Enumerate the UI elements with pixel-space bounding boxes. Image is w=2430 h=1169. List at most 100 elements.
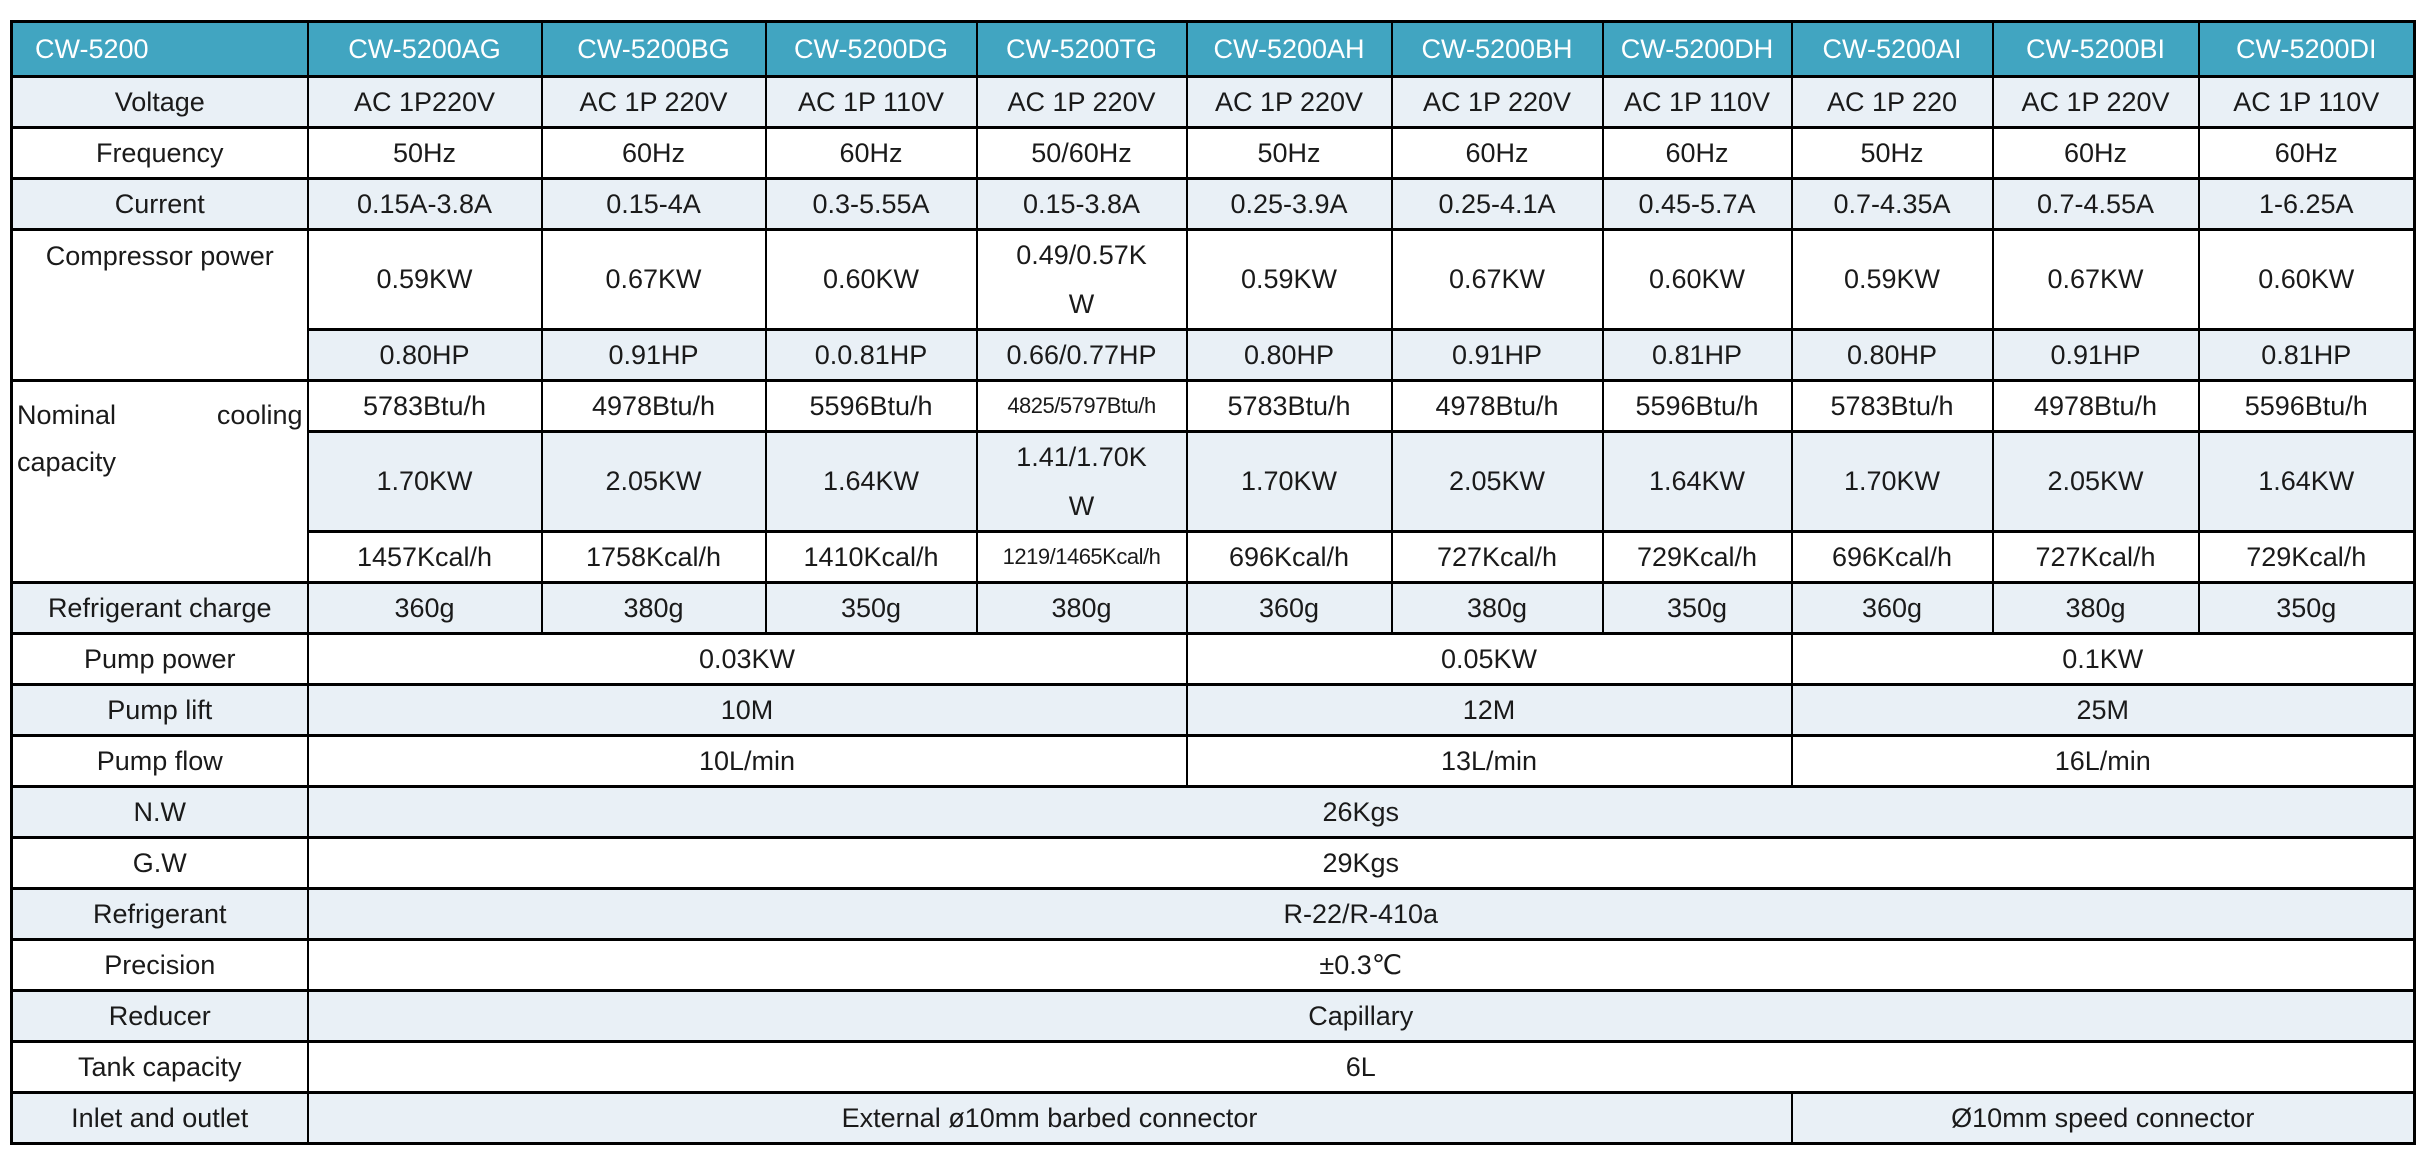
model-header-cell: CW-5200DG (764, 20, 978, 78)
cell-compressor-power-hp: 0.91HP (540, 328, 767, 383)
cell-current: 0.3-5.55A (764, 177, 978, 231)
cell-current: 0.7-4.35A (1790, 177, 1994, 231)
cell-current: 0.45-5.7A (1601, 177, 1793, 231)
cell-cooling-capacity-btu: 5596Btu/h (1601, 379, 1793, 434)
cell-refrigerant-charge: 350g (2197, 581, 2416, 636)
row-label-frequency: Frequency (10, 126, 309, 180)
cell-cooling-capacity-kw: 1.41/1.70K W (975, 430, 1188, 534)
cell-refrigerant-charge: 380g (1390, 581, 1604, 636)
cell-cooling-capacity-kcal: 729Kcal/h (2197, 530, 2416, 585)
row-label-precision: Precision (10, 938, 309, 993)
cell-cooling-capacity-btu: 5596Btu/h (764, 379, 978, 434)
cell-refrigerant-charge: 350g (764, 581, 978, 636)
cell-current: 0.25-4.1A (1390, 177, 1604, 231)
model-header-cell: CW-5200AG (306, 20, 543, 78)
cell-cooling-capacity-btu: 5596Btu/h (2197, 379, 2416, 434)
cell-cooling-capacity-btu: 5783Btu/h (306, 379, 543, 434)
cell-cooling-capacity-kw: 2.05KW (1390, 430, 1604, 534)
cell-cooling-capacity-kw: 1.64KW (1601, 430, 1793, 534)
cell-cooling-capacity-kcal: 1219/1465Kcal/h (975, 530, 1188, 585)
model-header-cell: CW-5200DH (1601, 20, 1793, 78)
table-header-row: CW-5200 CW-5200AG CW-5200BG CW-5200DG CW-520… (10, 20, 2416, 78)
table-row-reducer: Reducer Capillary (10, 989, 2416, 1044)
cell-cooling-capacity-kw: 2.05KW (1991, 430, 2200, 534)
cell-compressor-power-kw: 0.60KW (764, 227, 978, 332)
cell-cooling-capacity-btu: 5783Btu/h (1790, 379, 1994, 434)
row-label-pump-lift: Pump lift (10, 683, 309, 738)
cell-cooling-capacity-kcal: 1457Kcal/h (306, 530, 543, 585)
cell-compressor-power-kw: 0.60KW (2197, 227, 2416, 332)
cell-frequency: 60Hz (1991, 126, 2200, 180)
cell-cooling-capacity-kcal: 727Kcal/h (1390, 530, 1604, 585)
table-row-compressor-power-kw: Compressor power 0.59KW 0.67KW 0.60KW 0.49/0… (10, 227, 2416, 383)
table-row-cooling-capacity-btu: Nominal cooling capacity 5783Btu/h 4978Btu… (10, 379, 2416, 585)
cell-refrigerant-charge: 380g (1991, 581, 2200, 636)
cell-frequency: 60Hz (764, 126, 978, 180)
cell-compressor-power-hp: 0.80HP (1790, 328, 1994, 383)
cell-voltage: AC 1P 220V (1390, 75, 1604, 129)
cell-pump-flow: 10L/min (306, 734, 1188, 789)
row-label-net-weight: N.W (10, 785, 309, 840)
cell-compressor-power-hp: 0.66/0.77HP (975, 328, 1188, 383)
row-label-tank-capacity: Tank capacity (10, 1040, 309, 1095)
cell-cooling-capacity-kw: 1.64KW (764, 430, 978, 534)
cell-compressor-power-hp: 0.91HP (1991, 328, 2200, 383)
cell-cooling-capacity-btu: 5783Btu/h (1185, 379, 1393, 434)
cell-cooling-capacity-btu: 4978Btu/h (1991, 379, 2200, 434)
cell-refrigerant-charge: 360g (306, 581, 543, 636)
model-header-cell: CW-5200BG (540, 20, 767, 78)
row-label-refrigerant-charge: Refrigerant charge (10, 581, 309, 636)
cell-frequency: 60Hz (1601, 126, 1793, 180)
cell-pump-lift: 12M (1185, 683, 1793, 738)
cell-pump-flow: 16L/min (1790, 734, 2416, 789)
cell-compressor-power-kw: 0.67KW (1991, 227, 2200, 332)
model-header-cell: CW-5200DI (2197, 20, 2416, 78)
cell-current: 1-6.25A (2197, 177, 2416, 231)
cell-cooling-capacity-kcal: 696Kcal/h (1790, 530, 1994, 585)
cell-inlet-outlet: Ø10mm speed connector (1790, 1091, 2416, 1146)
cell-cooling-capacity-kcal: 1410Kcal/h (764, 530, 978, 585)
table-title-cell: CW-5200 (10, 20, 309, 78)
cell-current: 0.25-3.9A (1185, 177, 1393, 231)
table-row-frequency: Frequency 50Hz 60Hz 60Hz 50/60Hz 50Hz 60Hz 60Hz… (10, 126, 2416, 180)
table-row-gross-weight: G.W 29Kgs (10, 836, 2416, 891)
cell-pump-power: 0.03KW (306, 632, 1188, 687)
cell-cooling-capacity-btu: 4978Btu/h (540, 379, 767, 434)
cell-cooling-capacity-kcal: 729Kcal/h (1601, 530, 1793, 585)
cell-refrigerant: R-22/R-410a (306, 887, 2416, 942)
cell-compressor-power-kw: 0.59KW (1185, 227, 1393, 332)
cell-cooling-capacity-kcal: 696Kcal/h (1185, 530, 1393, 585)
cell-cooling-capacity-kcal: 727Kcal/h (1991, 530, 2200, 585)
cell-compressor-power-hp: 0.81HP (2197, 328, 2416, 383)
row-label-refrigerant: Refrigerant (10, 887, 309, 942)
table-row-pump-power: Pump power 0.03KW 0.05KW 0.1KW (10, 632, 2416, 687)
cell-voltage: AC 1P 220V (1185, 75, 1393, 129)
cell-cooling-capacity-kw: 2.05KW (540, 430, 767, 534)
table-row-pump-flow: Pump flow 10L/min 13L/min 16L/min (10, 734, 2416, 789)
model-header-cell: CW-5200BI (1991, 20, 2200, 78)
cell-voltage: AC 1P 220V (540, 75, 767, 129)
cell-voltage: AC 1P 220V (975, 75, 1188, 129)
cell-refrigerant-charge: 350g (1601, 581, 1793, 636)
row-label-compressor-power-kw: Compressor power (10, 227, 309, 383)
cell-compressor-power-kw: 0.49/0.57K W (975, 227, 1188, 332)
cell-cooling-capacity-kw: 1.64KW (2197, 430, 2416, 534)
cell-reducer: Capillary (306, 989, 2416, 1044)
cell-cooling-capacity-kcal: 1758Kcal/h (540, 530, 767, 585)
cell-cooling-capacity-kw: 1.70KW (306, 430, 543, 534)
cell-frequency: 50Hz (306, 126, 543, 180)
cell-compressor-power-kw: 0.67KW (540, 227, 767, 332)
row-label-voltage: Voltage (10, 75, 309, 129)
cell-compressor-power-hp: 0.0.81HP (764, 328, 978, 383)
cell-current: 0.15-3.8A (975, 177, 1188, 231)
cell-compressor-power-hp: 0.80HP (306, 328, 543, 383)
row-label-inlet-outlet: Inlet and outlet (10, 1091, 309, 1146)
cell-pump-lift: 10M (306, 683, 1188, 738)
cell-voltage: AC 1P 110V (2197, 75, 2416, 129)
table-row-compressor-power-hp: 0.80HP 0.91HP 0.0.81HP 0.66/0.77HP 0.80HP 0.9… (12, 328, 2416, 383)
table-row-voltage: Voltage AC 1P220V AC 1P 220V AC 1P 110V AC 1… (10, 75, 2416, 129)
cell-inlet-outlet: External ø10mm barbed connector (306, 1091, 1793, 1146)
cell-frequency: 60Hz (540, 126, 767, 180)
table-row-cooling-capacity-kcal: 1457Kcal/h 1758Kcal/h 1410Kcal/h 1219/1465K… (12, 530, 2416, 585)
table-row-refrigerant-charge: Refrigerant charge 360g 380g 350g 380g 360g 38… (10, 581, 2416, 636)
